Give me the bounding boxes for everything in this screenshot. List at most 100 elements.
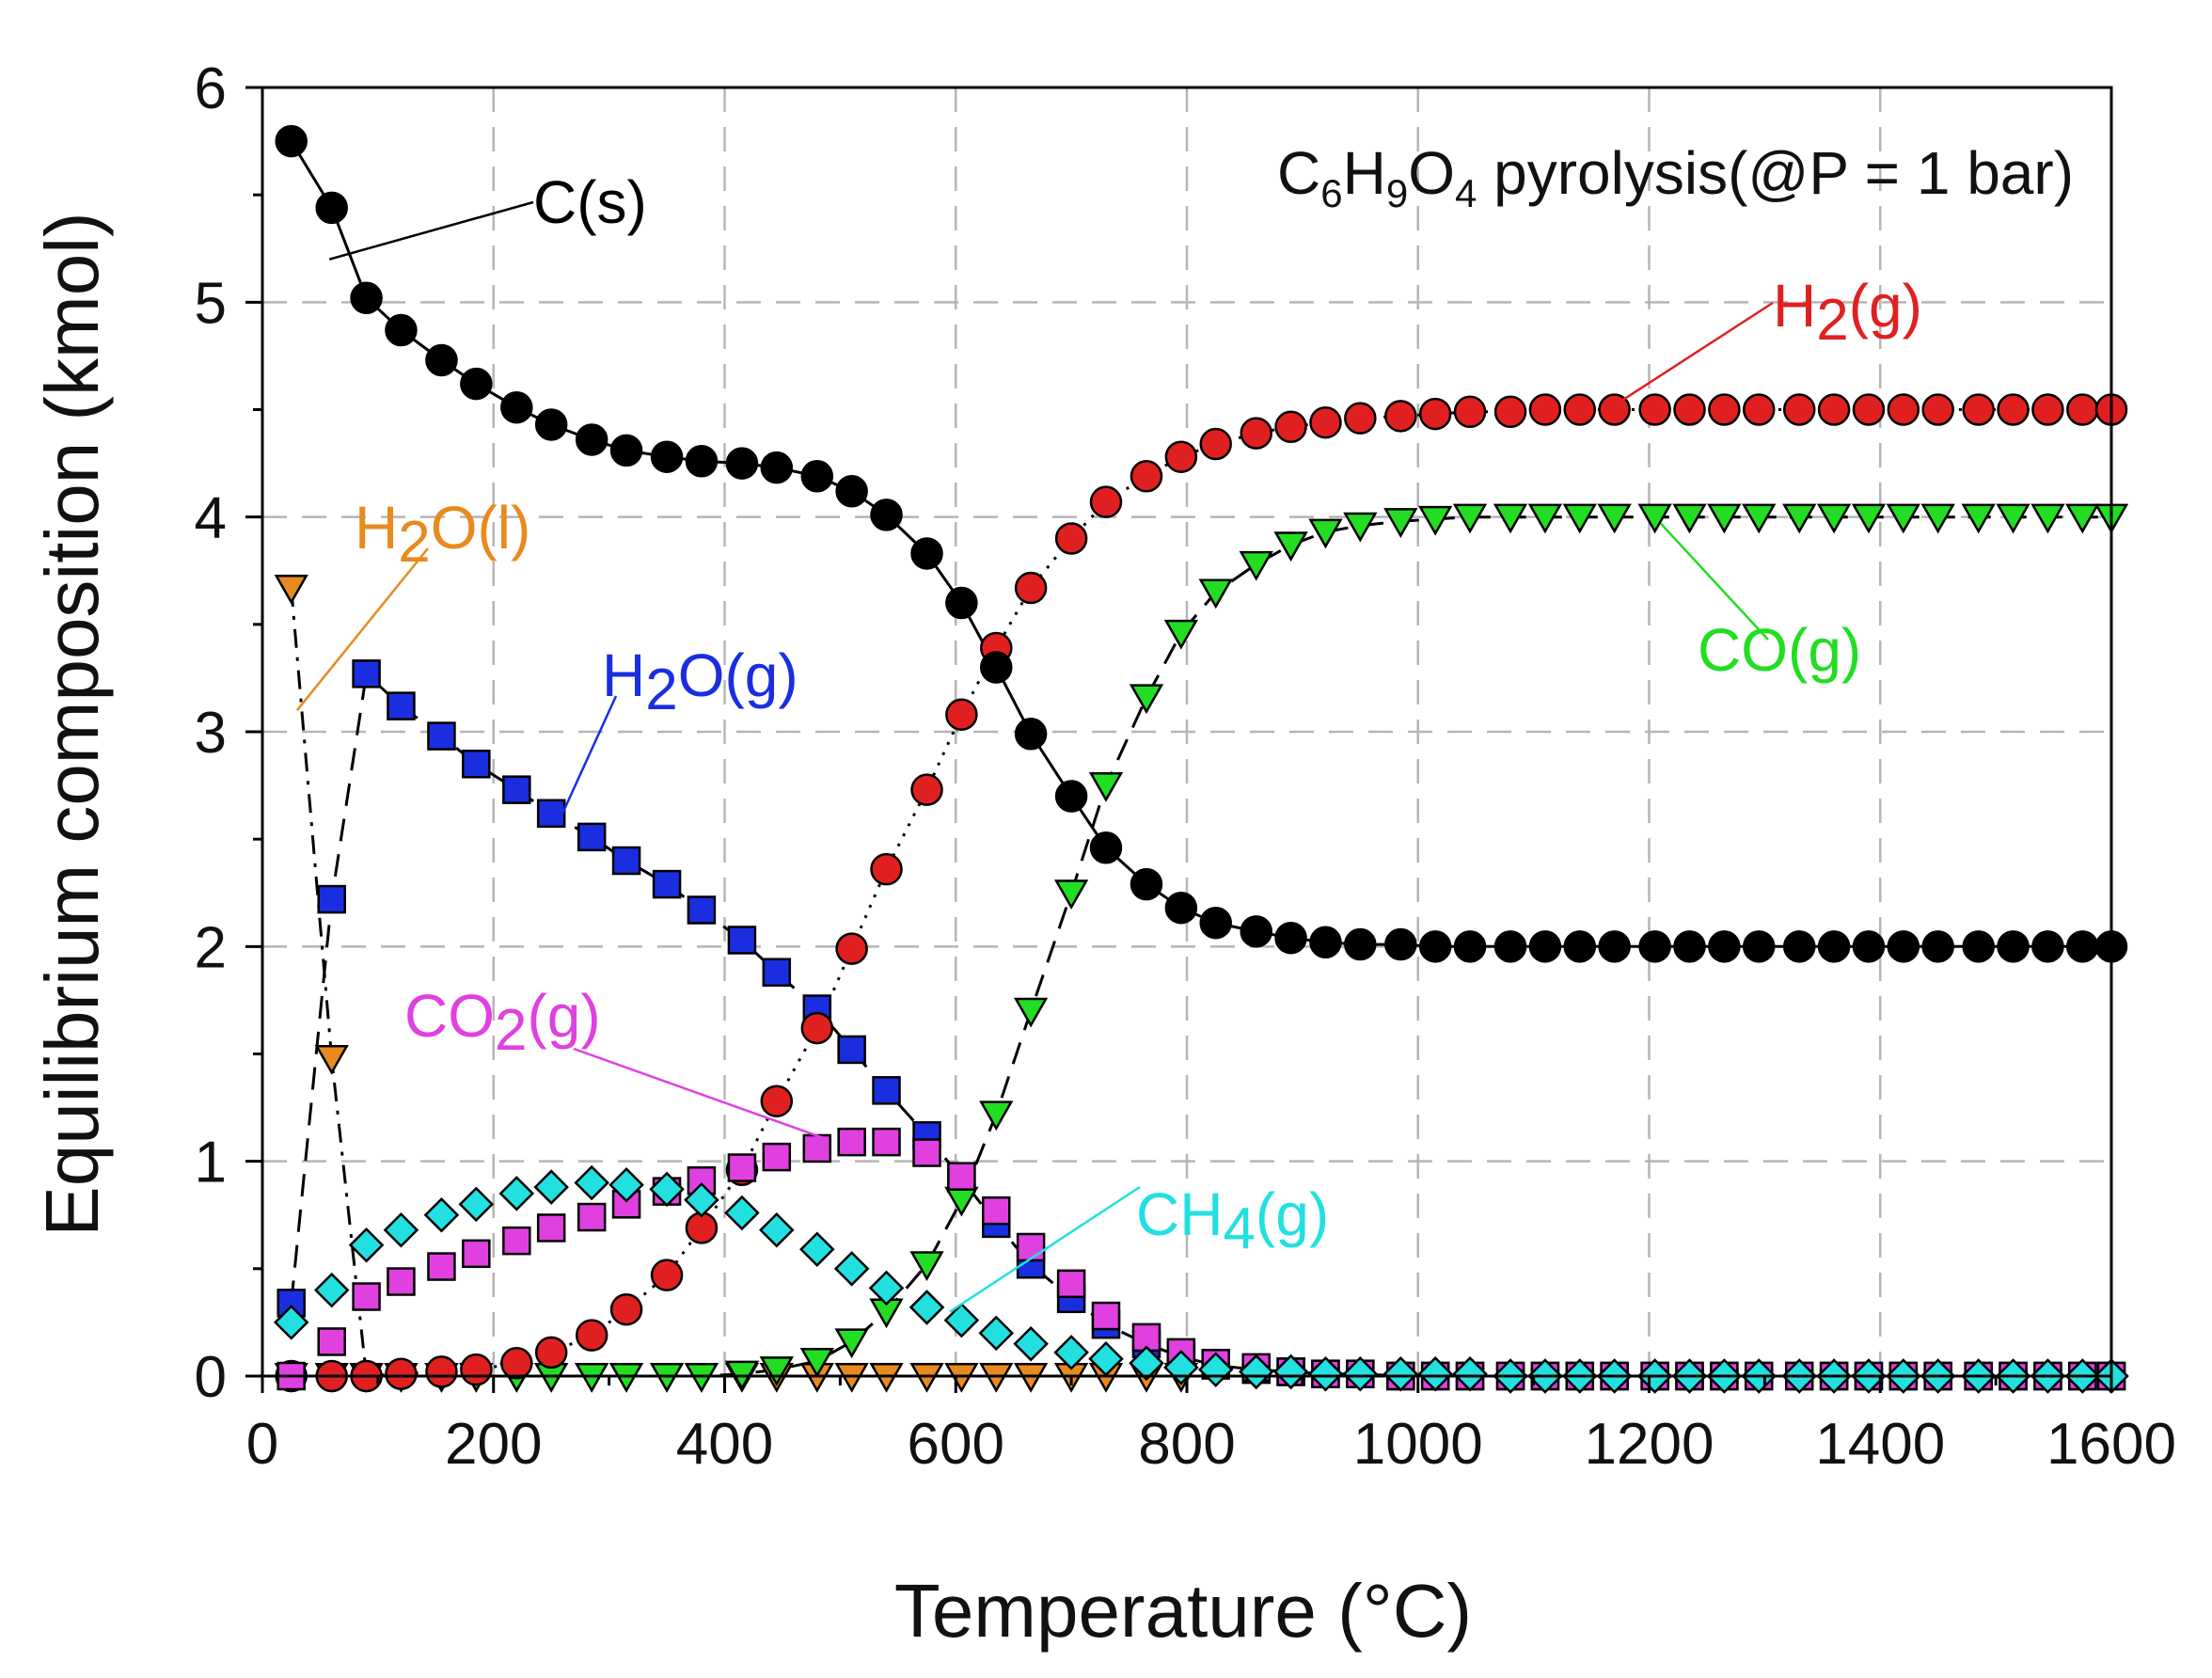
data-point [687, 895, 717, 925]
data-point [348, 1227, 385, 1263]
data-point [834, 1328, 869, 1359]
data-point [1638, 393, 1671, 426]
y-tick-label: 6 [195, 56, 227, 121]
data-point [1708, 930, 1741, 963]
data-point [982, 1195, 1011, 1226]
data-point [1089, 831, 1123, 864]
data-point [1239, 550, 1273, 581]
data-point [1637, 503, 1672, 534]
data-point [1418, 397, 1452, 431]
data-point [1198, 578, 1233, 609]
annotation-co-g: CO(g) [1698, 616, 1861, 684]
data-point [1782, 503, 1817, 534]
data-point [1309, 926, 1342, 959]
y-tick-label: 0 [195, 1345, 227, 1410]
data-point [534, 408, 568, 441]
data-point [872, 1076, 901, 1105]
data-point [1921, 393, 1954, 426]
data-point [1129, 684, 1164, 715]
data-point [835, 932, 868, 965]
data-point [1274, 410, 1307, 444]
x-axis-title: Temperature (°C) [894, 1569, 1472, 1653]
data-point [912, 1138, 941, 1167]
data-point [609, 1292, 643, 1326]
data-point [947, 1162, 976, 1191]
data-point [425, 1355, 458, 1388]
data-point [1199, 906, 1232, 940]
y-axis-title: Equilibrium composition (kmol) [30, 212, 114, 1236]
data-point [943, 1302, 980, 1338]
data-point [802, 1133, 832, 1164]
data-point [762, 1142, 792, 1172]
data-point [1817, 393, 1851, 426]
data-point [427, 1252, 456, 1281]
data-point [1016, 1232, 1046, 1262]
data-point [980, 651, 1013, 684]
data-point [978, 1315, 1015, 1352]
data-point [1493, 930, 1527, 963]
data-point [1089, 485, 1123, 518]
data-point [1782, 393, 1816, 426]
data-point [1163, 619, 1199, 650]
data-point [1452, 503, 1488, 534]
data-point [1452, 1355, 1488, 1392]
data-point [577, 1202, 607, 1232]
data-point [1130, 867, 1163, 901]
data-point [273, 1305, 309, 1340]
data-point [684, 1181, 719, 1218]
data-point [534, 1336, 568, 1369]
data-point [1240, 915, 1272, 948]
data-point [870, 499, 903, 531]
data-point [423, 1196, 460, 1233]
data-point [835, 475, 868, 508]
x-tick-label: 0 [246, 1412, 278, 1477]
data-point [1962, 930, 1995, 963]
data-point [837, 1035, 866, 1065]
data-point [1597, 503, 1632, 534]
data-point [317, 1327, 346, 1356]
data-point [1816, 503, 1852, 534]
data-point [762, 958, 792, 987]
data-point [1527, 503, 1563, 534]
data-point [1274, 921, 1307, 955]
data-point [1308, 518, 1343, 549]
data-point [1563, 393, 1597, 426]
data-point [1672, 503, 1707, 534]
data-point [872, 1127, 901, 1157]
data-point [1961, 503, 1996, 534]
data-point [1997, 393, 2030, 426]
data-point [760, 1084, 794, 1117]
data-point [908, 1290, 945, 1325]
data-point [910, 537, 943, 570]
data-point [1851, 503, 1887, 534]
data-point [1417, 1355, 1453, 1392]
data-point [1638, 930, 1671, 963]
annotation-leader-h2o-g [559, 695, 618, 818]
data-point [498, 1176, 535, 1211]
series-c-s [275, 124, 2128, 963]
data-point [536, 799, 566, 829]
data-point [314, 1045, 349, 1075]
data-point [2031, 930, 2064, 963]
x-tick-label: 400 [676, 1412, 773, 1477]
data-point [462, 750, 491, 779]
data-point [1014, 718, 1048, 751]
data-point [799, 1347, 834, 1378]
x-tick-label: 600 [908, 1412, 1004, 1477]
data-point [387, 691, 416, 720]
data-point [611, 846, 641, 876]
x-tick-label: 1600 [2046, 1412, 2176, 1477]
data-point [352, 1282, 381, 1311]
data-point [1562, 503, 1597, 534]
data-point [1782, 930, 1816, 963]
data-point [1708, 393, 1741, 426]
data-point [1852, 393, 1886, 426]
y-tick-label: 5 [195, 271, 227, 336]
data-point [1013, 1325, 1049, 1362]
data-point [652, 869, 682, 899]
data-point [1673, 393, 1706, 426]
data-point [1962, 393, 1995, 426]
data-point [1817, 930, 1851, 963]
